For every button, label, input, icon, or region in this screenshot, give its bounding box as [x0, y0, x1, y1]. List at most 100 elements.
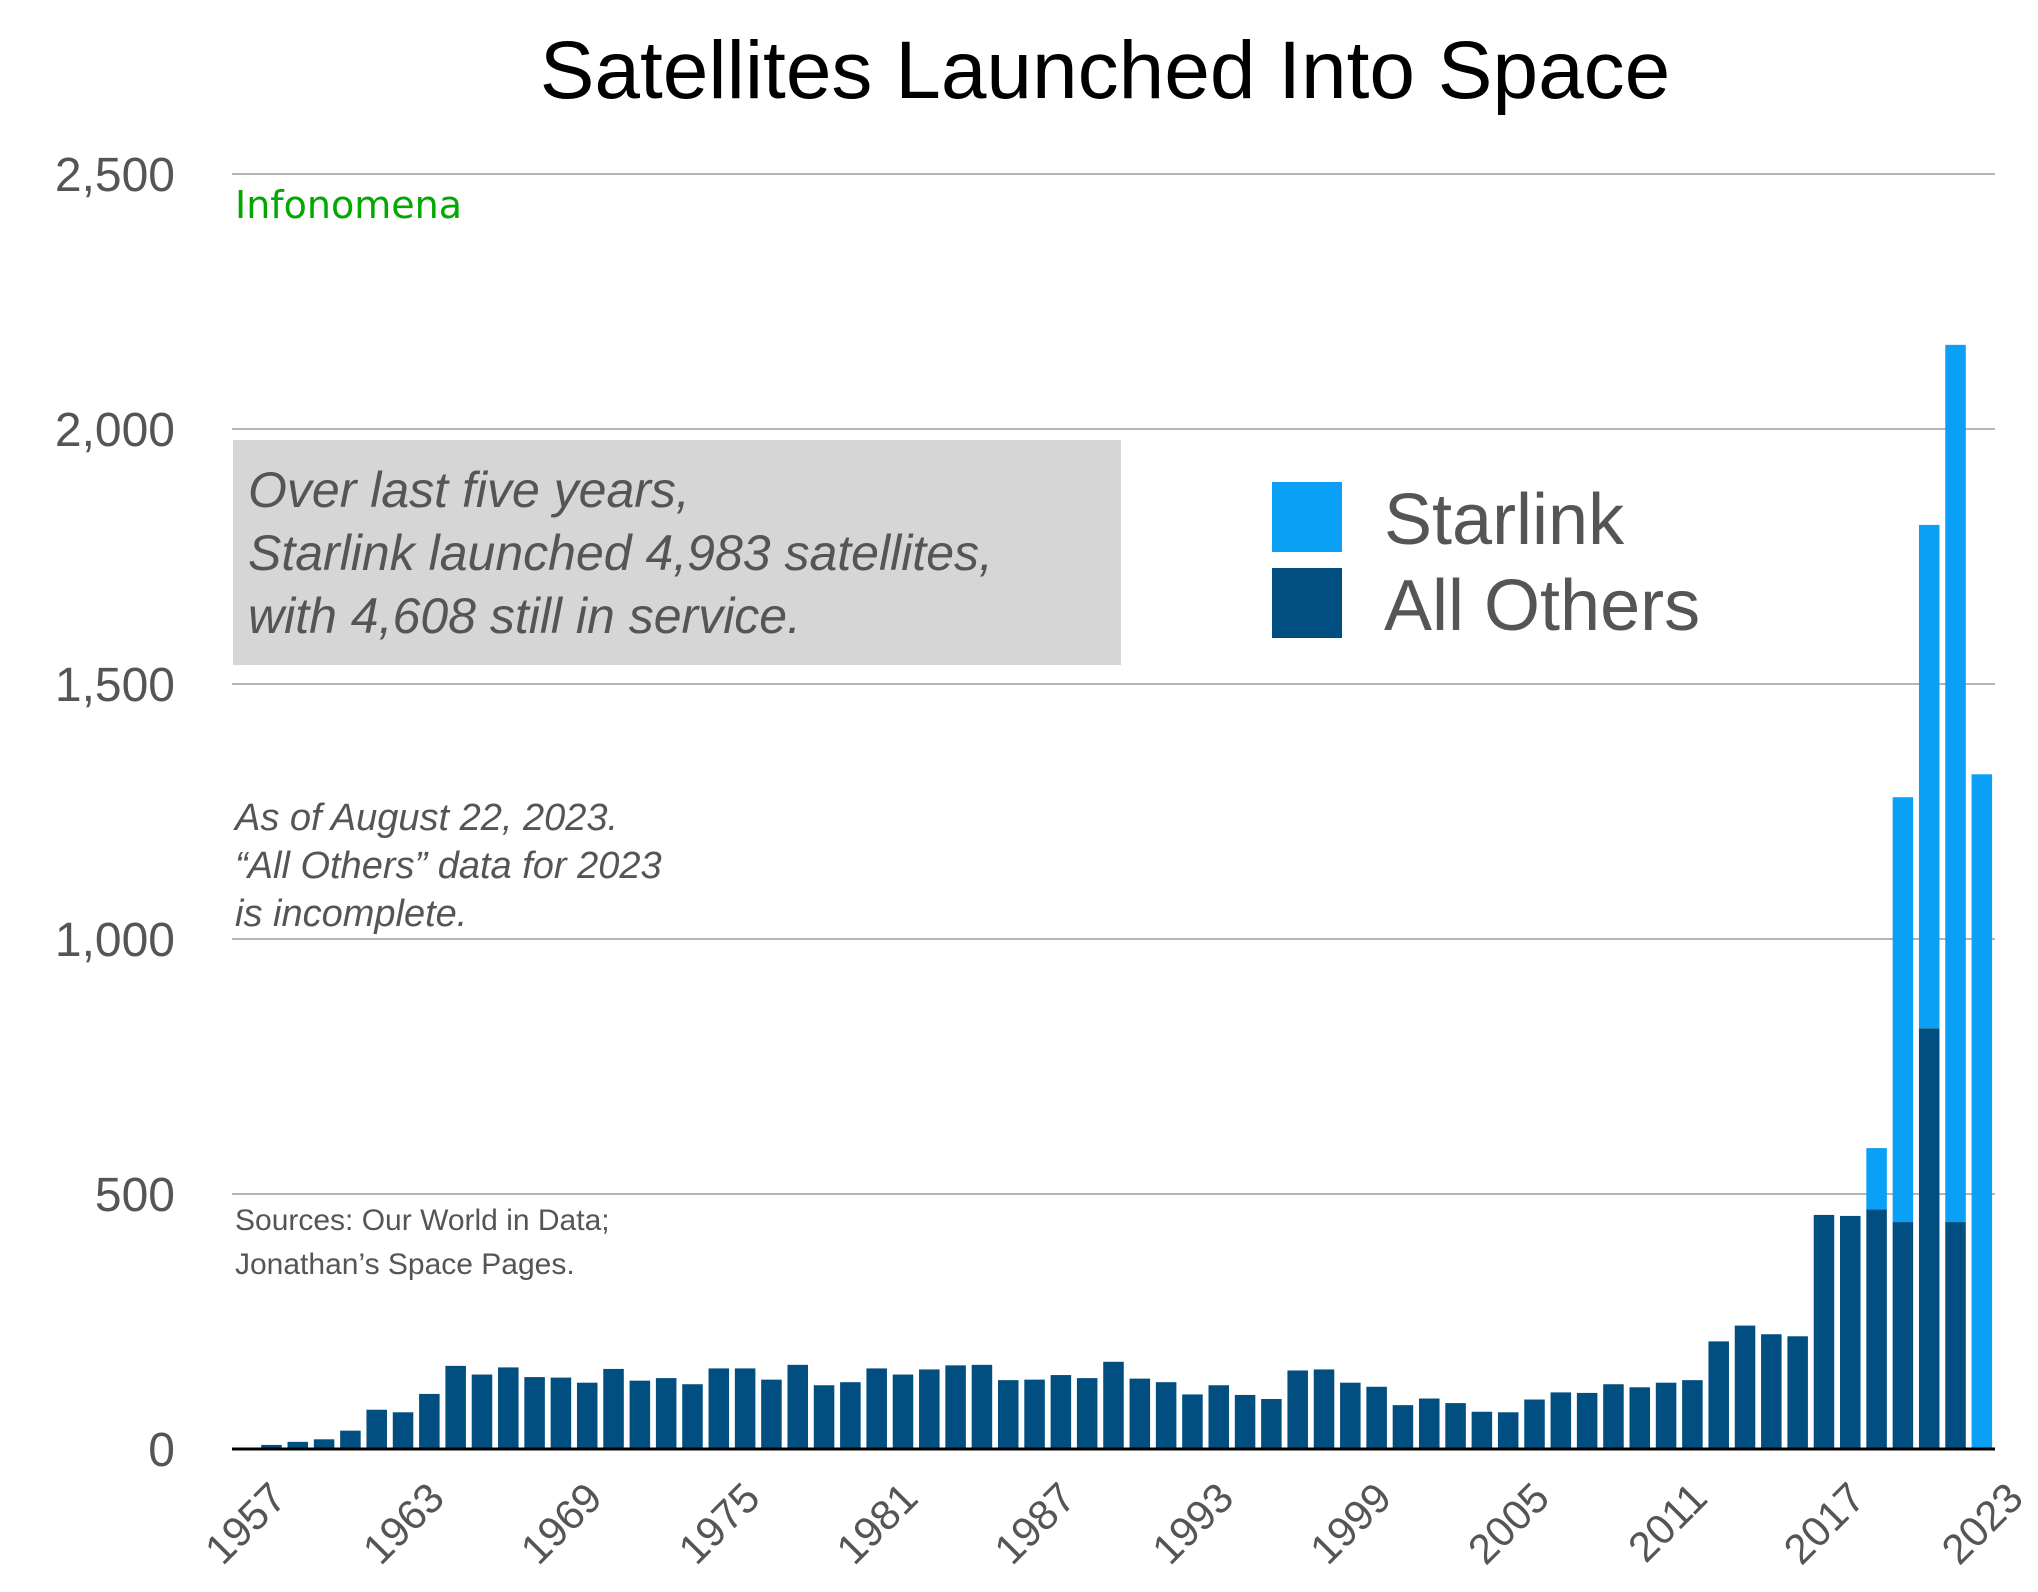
- bar-starlink-2021: [1918, 524, 1940, 1029]
- bar-all-others-2012: [1682, 1380, 1703, 1449]
- x-axis-tick-labels: 1957 1963 1969 1975 1981 1987 1993 1999 2005 2011…: [196, 1474, 2032, 1573]
- legend-swatch-starlink: [1272, 482, 1342, 552]
- bar-all-others-2009: [1603, 1384, 1624, 1449]
- bar-all-others-2001: [1392, 1405, 1414, 1449]
- x-tick-label: 2017: [1775, 1474, 1874, 1573]
- bar-all-others-1996: [1261, 1399, 1282, 1449]
- bar-all-others-1969: [550, 1377, 572, 1449]
- callout-line-2: Starlink launched 4,983 satellites,: [248, 525, 993, 581]
- bar-all-others-2019: [1866, 1209, 1887, 1449]
- bar-all-others-1980: [840, 1382, 861, 1449]
- bar-all-others-1975: [708, 1368, 730, 1449]
- bar-all-others-1981: [866, 1368, 887, 1449]
- callout-line-1: Over last five years,: [248, 462, 690, 518]
- x-tick-label: 1981: [827, 1474, 926, 1573]
- y-tick-label: 1,500: [55, 659, 175, 712]
- bar-all-others-1998: [1313, 1369, 1335, 1449]
- y-axis-tick-labels: 0 500 1,000 1,500 2,000 2,500: [55, 149, 175, 1477]
- x-tick-label: 1999: [1301, 1474, 1400, 1573]
- bar-all-others-1958: [261, 1444, 282, 1449]
- bar-all-others-1963: [392, 1412, 414, 1449]
- x-tick-label: 1963: [354, 1474, 453, 1573]
- bar-all-others-2006: [1524, 1399, 1545, 1449]
- bar-all-others-1987: [1024, 1379, 1045, 1449]
- legend-swatch-all-others: [1272, 568, 1342, 638]
- bar-all-others-1966: [471, 1374, 493, 1449]
- y-tick-label: 0: [148, 1424, 175, 1477]
- bar-all-others-1964: [419, 1393, 440, 1449]
- legend-label-all-others: All Others: [1384, 566, 1700, 646]
- x-tick-label: 1975: [669, 1474, 768, 1573]
- bar-all-others-1978: [787, 1364, 809, 1449]
- sources-line-1: Sources: Our World in Data;: [235, 1204, 610, 1237]
- note-line-1: As of August 22, 2023.: [233, 797, 618, 839]
- bar-all-others-2010: [1629, 1387, 1651, 1449]
- bar-starlink-2023: [1971, 774, 1993, 1449]
- bar-all-others-1973: [655, 1378, 677, 1449]
- bar-all-others-1985: [971, 1364, 993, 1449]
- bar-all-others-2015: [1761, 1334, 1782, 1449]
- bar-all-others-1959: [287, 1441, 309, 1449]
- bar-all-others-1991: [1129, 1378, 1151, 1449]
- bar-starlink-2020: [1892, 797, 1914, 1223]
- x-tick-label: 1957: [196, 1474, 295, 1573]
- bars: [234, 344, 1993, 1449]
- sources-line-2: Jonathan’s Space Pages.: [235, 1248, 575, 1281]
- bar-all-others-1979: [813, 1385, 835, 1449]
- bar-all-others-1989: [1076, 1378, 1098, 1449]
- bar-all-others-1972: [629, 1380, 651, 1449]
- bar-all-others-2022: [1945, 1222, 1966, 1449]
- bar-all-others-2013: [1708, 1341, 1729, 1449]
- bar-all-others-2020: [1892, 1222, 1914, 1449]
- x-tick-label: 1993: [1143, 1474, 1242, 1573]
- bar-all-others-2014: [1734, 1325, 1756, 1449]
- bar-all-others-1994: [1208, 1385, 1230, 1449]
- legend-label-starlink: Starlink: [1384, 480, 1625, 560]
- bar-all-others-1984: [945, 1365, 966, 1449]
- bar-all-others-2011: [1655, 1382, 1677, 1449]
- bar-starlink-2022: [1945, 344, 1966, 1223]
- y-tick-label: 2,500: [55, 149, 175, 202]
- bar-all-others-2005: [1497, 1412, 1519, 1449]
- bar-all-others-1992: [1155, 1382, 1177, 1449]
- y-tick-label: 1,000: [55, 914, 175, 967]
- bar-all-others-1977: [761, 1379, 782, 1449]
- bar-all-others-1993: [1182, 1394, 1203, 1449]
- bar-all-others-1986: [997, 1380, 1019, 1449]
- bar-all-others-2007: [1550, 1392, 1572, 1449]
- chart-title: Satellites Launched Into Space: [540, 25, 1671, 116]
- x-tick-label: 2023: [1932, 1474, 2031, 1573]
- bar-all-others-1976: [734, 1368, 756, 1449]
- bar-all-others-1995: [1234, 1394, 1256, 1449]
- brand-label: Infonomena: [235, 183, 462, 227]
- bar-all-others-2004: [1471, 1411, 1493, 1449]
- y-tick-label: 2,000: [55, 404, 175, 457]
- bar-starlink-2019: [1866, 1148, 1887, 1210]
- bar-all-others-1970: [576, 1382, 598, 1449]
- bar-all-others-1988: [1050, 1375, 1072, 1449]
- y-tick-label: 500: [95, 1169, 175, 1222]
- bar-all-others-1999: [1340, 1382, 1361, 1449]
- callout-box: [233, 440, 1121, 665]
- bar-all-others-2017: [1813, 1214, 1835, 1449]
- x-tick-label: 2011: [1619, 1474, 1716, 1571]
- bar-all-others-1983: [919, 1369, 940, 1449]
- bar-all-others-2018: [1840, 1215, 1861, 1449]
- bar-all-others-1974: [682, 1384, 703, 1449]
- bar-all-others-1962: [366, 1409, 387, 1449]
- bar-all-others-1968: [524, 1377, 545, 1449]
- gridlines: [232, 173, 1995, 1195]
- bar-all-others-1965: [445, 1365, 466, 1449]
- bar-all-others-2003: [1445, 1403, 1466, 1449]
- callout-line-3: with 4,608 still in service.: [248, 588, 801, 644]
- bar-all-others-2016: [1787, 1336, 1808, 1449]
- bar-all-others-1971: [603, 1368, 624, 1449]
- bar-all-others-1967: [498, 1367, 519, 1449]
- bar-all-others-2002: [1418, 1398, 1440, 1449]
- x-tick-label: 1987: [985, 1474, 1084, 1573]
- x-tick-label: 1969: [511, 1474, 610, 1573]
- note-line-2: “All Others” data for 2023: [235, 845, 662, 887]
- bar-all-others-1961: [340, 1430, 361, 1449]
- bar-all-others-1990: [1103, 1361, 1124, 1449]
